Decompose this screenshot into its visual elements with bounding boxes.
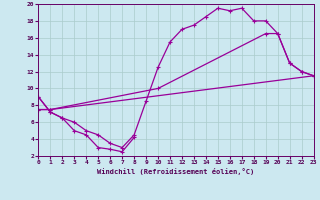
- X-axis label: Windchill (Refroidissement éolien,°C): Windchill (Refroidissement éolien,°C): [97, 168, 255, 175]
